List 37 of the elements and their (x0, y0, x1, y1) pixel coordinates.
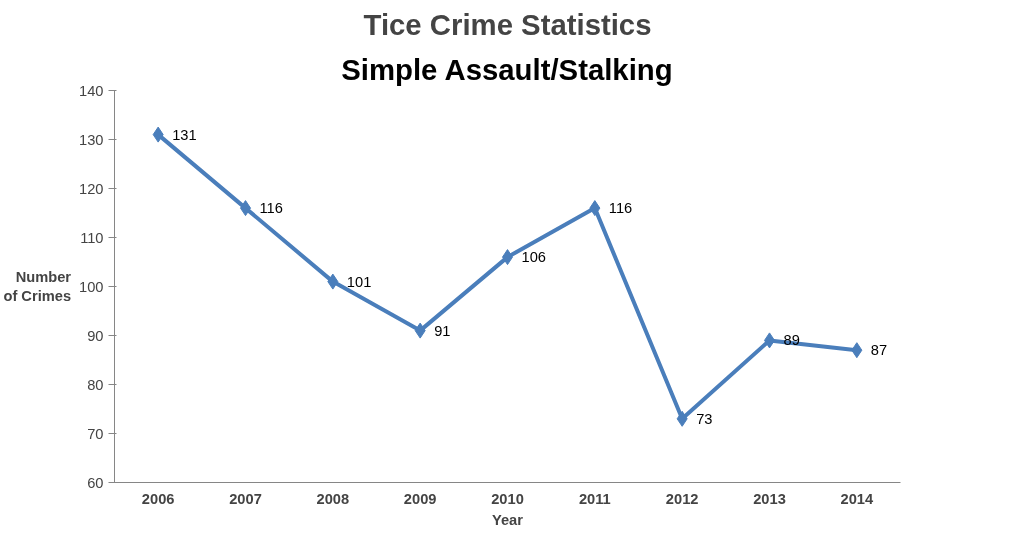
data-label: 87 (870, 342, 888, 359)
y-tick-label: 100 (79, 278, 104, 295)
x-tick-label: 2008 (316, 490, 350, 507)
chart-title: Tice Crime Statistics (363, 7, 652, 41)
x-tick-label: 2013 (753, 490, 786, 507)
data-label: 106 (521, 249, 546, 266)
data-label: 131 (172, 126, 197, 143)
y-axis-title: Number of Crimes (3, 268, 72, 305)
x-tick-label: 2006 (141, 490, 175, 507)
data-label: 101 (346, 273, 372, 290)
y-tick-label: 70 (87, 425, 104, 442)
x-tick-label: 2009 (403, 490, 437, 507)
data-label: 89 (783, 332, 800, 349)
point (327, 273, 339, 290)
point (851, 342, 863, 359)
y-tick-label: 60 (87, 474, 104, 491)
y-tick-label: 130 (79, 131, 104, 148)
x-tick-label: 2014 (840, 490, 874, 507)
y-tick-label: 120 (79, 180, 104, 197)
point (414, 322, 426, 339)
x-tick-label: 2010 (491, 490, 524, 507)
chart-subtitle: Simple Assault/Stalking (341, 52, 673, 86)
x-tick-label: 2011 (578, 490, 611, 507)
y-tick-label: 140 (79, 82, 104, 99)
x-tick-label: 2007 (229, 490, 262, 507)
point (152, 126, 164, 143)
y-tick-label: 110 (80, 229, 104, 246)
y-tick-label: 90 (87, 327, 104, 344)
point (676, 410, 688, 427)
data-label: 116 (259, 200, 283, 217)
data-label: 73 (696, 410, 713, 427)
x-tick-label: 2012 (665, 490, 699, 507)
data-label: 91 (434, 322, 451, 339)
point (589, 200, 601, 217)
y-tick-label: 80 (87, 376, 104, 393)
x-axis-title: Year (492, 511, 524, 528)
data-label: 116 (608, 200, 633, 217)
